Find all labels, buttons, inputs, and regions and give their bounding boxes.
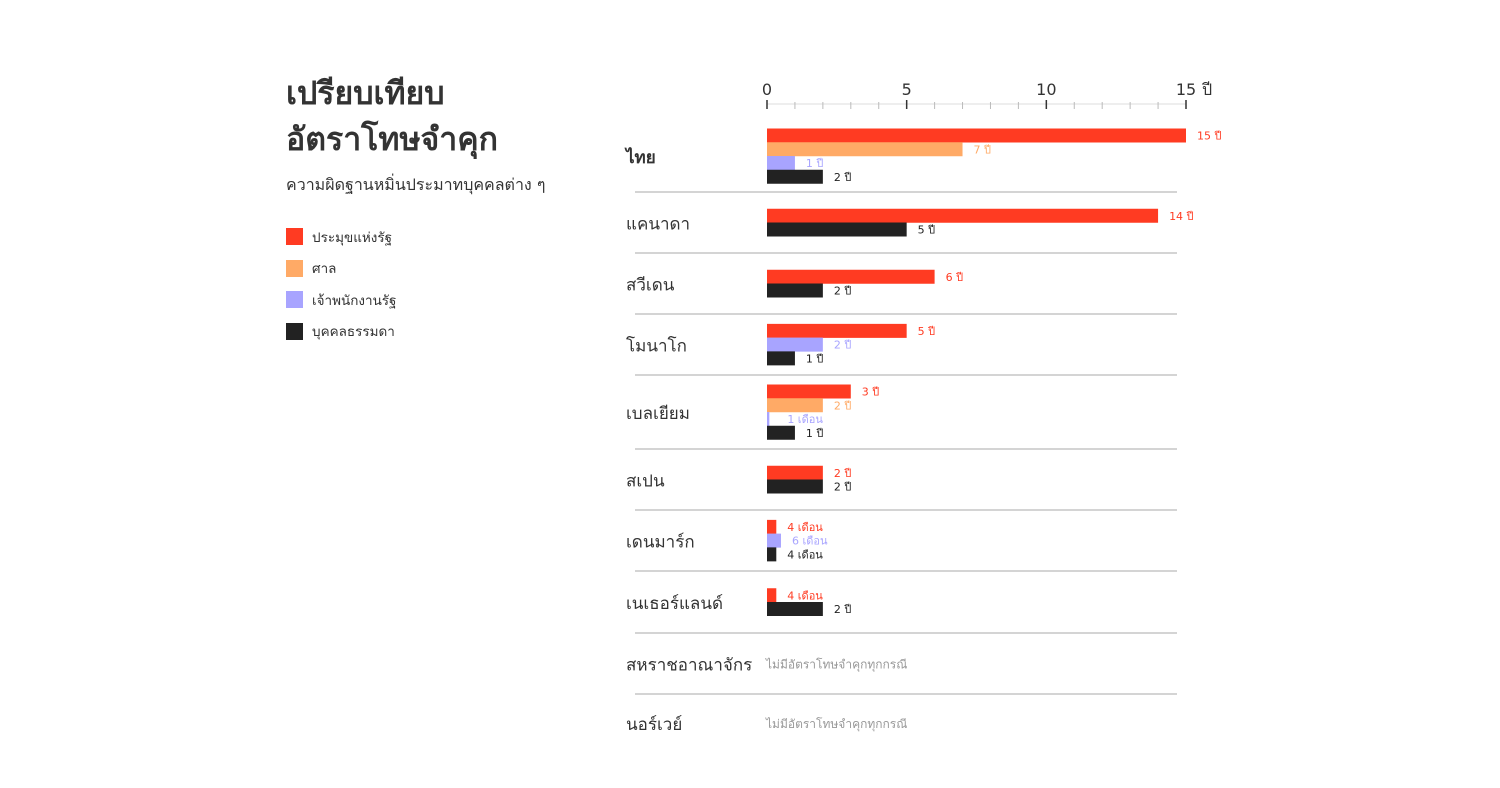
- country-label: นอร์เวย์: [626, 715, 682, 735]
- bar: [767, 323, 907, 338]
- bar-value-label: 2 ปี: [834, 603, 851, 616]
- bar: [767, 156, 795, 170]
- legend-item-state-official: เจ้าพนักงานรัฐ: [286, 284, 397, 316]
- bar-value-label: 1 ปี: [806, 157, 823, 170]
- bar: [767, 337, 823, 352]
- legend-swatch-state-official: [286, 291, 303, 309]
- bar-value-label: 2 ปี: [834, 481, 851, 494]
- bar: [767, 128, 1186, 143]
- country-label: สหราชอาณาจักร: [626, 656, 752, 676]
- legend-swatch-court: [286, 259, 303, 277]
- country-label: โมนาโก: [626, 336, 687, 357]
- bar: [767, 269, 935, 284]
- bar: [767, 142, 963, 157]
- country-label: เดนมาร์ก: [626, 533, 695, 553]
- legend-label-ordinary-person: บุคคลธรรมดา: [312, 324, 395, 341]
- bar: [767, 351, 795, 366]
- no-imprisonment-note: ไม่มีอัตราโทษจำคุกทุกกรณี: [765, 717, 907, 732]
- bar-value-label: 1 เดือน: [787, 413, 823, 426]
- bar: [767, 547, 777, 562]
- bar-value-label: 2 ปี: [834, 467, 851, 480]
- bar-value-label: 2 ปี: [834, 171, 851, 184]
- bar: [767, 384, 851, 399]
- bar-value-label: 2 ปี: [834, 339, 851, 352]
- x-tick-label: 5: [902, 80, 912, 99]
- chart-subtitle: ความผิดฐานหมิ่นประมาทบุคคลต่าง ๆ: [286, 175, 546, 194]
- bar-value-label: 6 ปี: [946, 271, 963, 284]
- legend-label-state-official: เจ้าพนักงานรัฐ: [312, 292, 397, 309]
- bar: [767, 519, 777, 534]
- bar: [767, 588, 777, 603]
- bar-value-label: 4 เดือน: [787, 589, 823, 602]
- bar-value-label: 2 ปี: [834, 399, 851, 412]
- bar-value-label: 4 เดือน: [787, 548, 823, 561]
- legend-label-court: ศาล: [312, 261, 337, 278]
- chart-title: เปรียบเทียบ อัตราโทษจำคุก: [286, 70, 616, 162]
- bar-value-label: 5 ปี: [918, 224, 935, 237]
- bar: [767, 412, 770, 426]
- bar: [767, 602, 823, 616]
- title-line-2: อัตราโทษจำคุก: [286, 120, 499, 158]
- bar: [767, 479, 823, 494]
- bar-value-label: 7 ปี: [974, 143, 991, 156]
- bar: [767, 465, 823, 480]
- country-label: เนเธอร์แลนด์: [626, 594, 723, 614]
- country-label: ไทย: [624, 147, 656, 168]
- bar: [767, 169, 823, 184]
- x-tick-label: 0: [762, 80, 772, 99]
- legend-swatch-ordinary-person: [286, 322, 303, 340]
- bar-value-label: 2 ปี: [834, 285, 851, 298]
- bar-value-label: 14 ปี: [1169, 210, 1193, 223]
- legend: ประมุขแห่งรัฐ ศาล เจ้าพนักงานรัฐ บุคคลธร…: [286, 221, 397, 347]
- legend-item-court: ศาล: [286, 253, 397, 285]
- bar-value-label: 5 ปี: [918, 325, 935, 338]
- legend-item-ordinary-person: บุคคลธรรมดา: [286, 316, 397, 348]
- legend-swatch-head-of-state: [286, 228, 303, 246]
- x-tick-label: 15: [1176, 80, 1196, 99]
- no-imprisonment-note: ไม่มีอัตราโทษจำคุกทุกกรณี: [765, 658, 907, 673]
- bar-value-label: 15 ปี: [1197, 130, 1221, 143]
- bar-value-label: 6 เดือน: [792, 535, 828, 548]
- x-axis-unit: ปี: [1202, 80, 1213, 99]
- bar: [767, 222, 907, 237]
- legend-label-head-of-state: ประมุขแห่งรัฐ: [312, 229, 393, 246]
- bar: [767, 533, 781, 548]
- bar-value-label: 4 เดือน: [787, 521, 823, 534]
- country-label: สวีเดน: [626, 276, 675, 296]
- bar-value-label: 1 ปี: [806, 352, 823, 365]
- bar: [767, 398, 823, 413]
- bar-value-label: 3 ปี: [862, 386, 879, 399]
- x-tick-label: 10: [1036, 80, 1056, 99]
- country-label: สเปน: [626, 472, 665, 492]
- bar: [767, 208, 1159, 223]
- title-line-1: เปรียบเทียบ: [286, 74, 445, 112]
- bar: [767, 425, 795, 440]
- country-label: แคนาดา: [626, 215, 690, 235]
- country-label: เบลเยียม: [626, 404, 690, 424]
- bar: [767, 283, 823, 298]
- legend-item-head-of-state: ประมุขแห่งรัฐ: [286, 221, 397, 253]
- bar-value-label: 1 ปี: [806, 427, 823, 440]
